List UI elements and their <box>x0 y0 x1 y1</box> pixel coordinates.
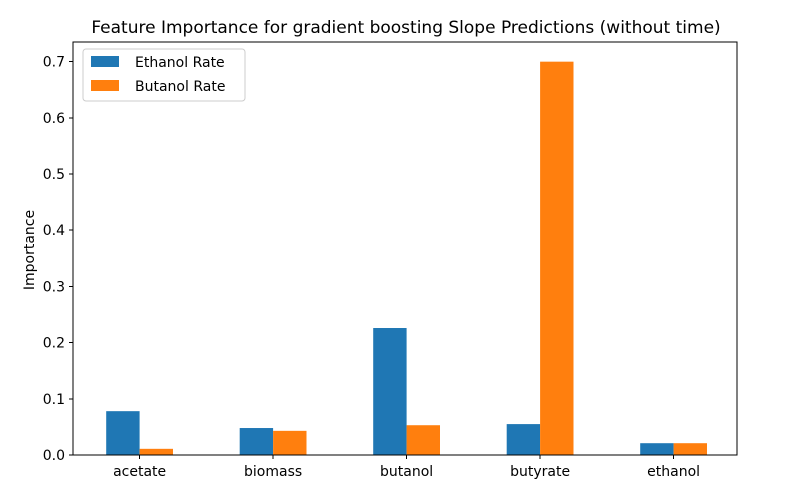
bars-group <box>106 61 707 456</box>
y-tick-label: 0.3 <box>43 279 65 295</box>
plot-frame <box>72 41 738 456</box>
x-tick-label: biomass <box>244 464 302 480</box>
legend-box <box>82 48 246 102</box>
x-tick-label: butanol <box>380 464 433 480</box>
x-tick-label: acetate <box>113 464 166 480</box>
y-tick-label: 0.6 <box>43 111 65 127</box>
y-axis-label: Importance <box>22 210 38 290</box>
y-tick-label: 0.5 <box>43 167 65 183</box>
bar-butyrate-butanol-rate <box>540 61 574 456</box>
y-tick-label: 0.1 <box>43 392 65 408</box>
bar-biomass-ethanol-rate <box>239 428 274 455</box>
x-axis-ticks: acetate biomass butanol butyrate ethanol <box>113 455 700 480</box>
bar-butyrate-ethanol-rate <box>506 424 541 455</box>
legend-label: Ethanol Rate <box>135 55 225 71</box>
bar-butanol-ethanol-rate <box>373 328 407 455</box>
chart-title: Feature Importance for gradient boosting… <box>91 18 720 38</box>
y-axis-ticks: 0.0 0.1 0.2 0.3 0.4 0.5 0.6 0.7 <box>43 55 73 464</box>
bar-butanol-butanol-rate <box>406 425 440 455</box>
bar-ethanol-ethanol-rate <box>640 443 674 455</box>
bar-biomass-butanol-rate <box>273 430 307 455</box>
bar-acetate-butanol-rate <box>139 448 173 455</box>
bar-ethanol-butanol-rate <box>673 443 707 455</box>
x-tick-label: butyrate <box>510 464 570 480</box>
legend-swatch <box>91 80 119 91</box>
bar-acetate-ethanol-rate <box>106 411 140 455</box>
y-tick-label: 0.2 <box>43 336 65 352</box>
legend: Ethanol Rate Butanol Rate <box>82 48 246 102</box>
x-tick-label: ethanol <box>647 464 700 480</box>
legend-swatch <box>91 56 119 67</box>
y-tick-label: 0.4 <box>43 223 65 239</box>
y-tick-label: 0.0 <box>43 448 65 464</box>
y-tick-label: 0.7 <box>43 55 65 71</box>
legend-label: Butanol Rate <box>135 79 225 95</box>
